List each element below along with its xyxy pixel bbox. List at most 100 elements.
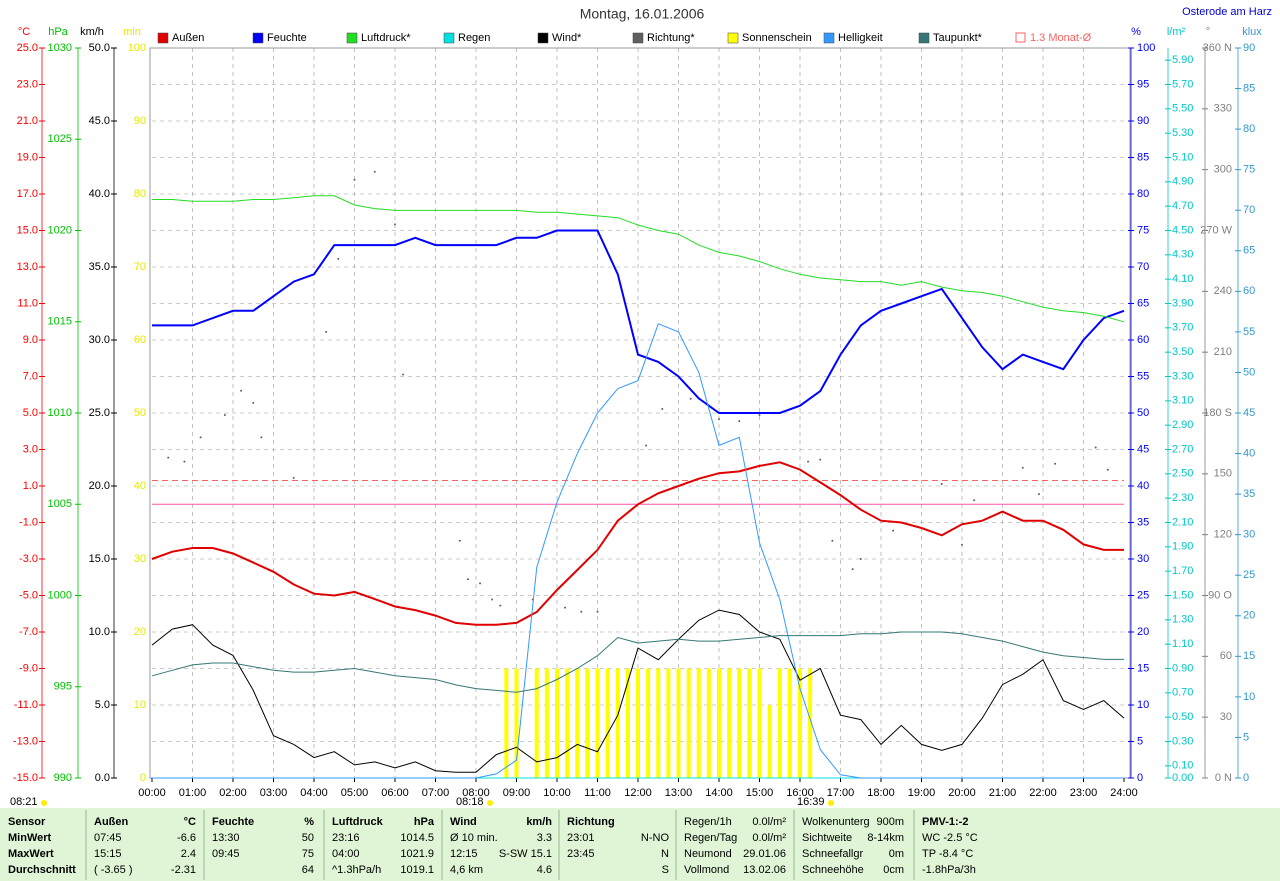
stats-cell: -1.8hPa/3h	[922, 864, 976, 876]
sunshine-bar	[656, 668, 661, 778]
y-tick-label: 30	[1243, 529, 1255, 541]
y-tick-label: 4.90	[1172, 176, 1193, 188]
sunshine-bar	[737, 668, 742, 778]
y-tick-label: 50.0	[89, 42, 110, 54]
y-tick-label: 40	[1243, 447, 1255, 459]
series-line	[152, 323, 1124, 779]
y-tick-label: 80	[1137, 188, 1149, 200]
y-tick-label: 25.0	[17, 42, 38, 54]
x-tick-label: 00:00	[138, 787, 166, 799]
location: Osterode am Harz	[1182, 6, 1272, 18]
x-tick-label: 22:00	[1029, 787, 1057, 799]
legend-swatch	[346, 32, 358, 44]
sunshine-bar	[706, 668, 711, 778]
y-tick-label: 10	[134, 699, 146, 711]
x-tick-label: 07:00	[422, 787, 450, 799]
y-tick-label: 2.70	[1172, 443, 1193, 455]
stats-cell: -6.6	[177, 832, 196, 844]
y-tick-label: 70	[1243, 204, 1255, 216]
stats-cell: %	[304, 816, 314, 828]
x-tick-label: 13:00	[665, 787, 693, 799]
direction-dot	[1021, 466, 1024, 469]
stats-cell: 23:45	[567, 848, 595, 860]
sunshine-bar	[534, 668, 539, 778]
y-tick-label: 1.0	[23, 480, 38, 492]
x-tick-label: 01:00	[179, 787, 207, 799]
y-tick-label: 25	[1137, 589, 1149, 601]
y-tick-label: 15	[1243, 650, 1255, 662]
stats-cell: Außen	[94, 816, 129, 828]
legend-swatch	[727, 32, 739, 44]
series-line	[151, 631, 1124, 693]
legend-swatch	[823, 32, 835, 44]
direction-dot	[479, 582, 482, 585]
x-tick-label: 18:00	[867, 787, 895, 799]
x-tick-label: 05:00	[341, 787, 369, 799]
stats-cell: 04:00	[332, 848, 360, 860]
legend-label: 1.3 Monat-Ø	[1030, 32, 1092, 44]
x-tick-label: 24:00	[1110, 787, 1138, 799]
x-tick-label: 15:00	[746, 787, 774, 799]
y-tick-label: -5.0	[19, 589, 38, 601]
sunshine-bar	[636, 668, 640, 778]
y-tick-label: -3.0	[19, 553, 38, 565]
y-tick-label: 55	[1137, 370, 1149, 382]
x-tick-label: 21:00	[989, 787, 1017, 799]
legend-swatch	[443, 32, 455, 44]
direction-dot	[260, 436, 263, 439]
stats-cell: Wolkenunterg	[802, 816, 870, 828]
y-tick-label: 7.0	[23, 370, 38, 382]
stats-cell: Richtung	[567, 816, 615, 828]
sun-marker-label: 08:18	[456, 796, 484, 808]
sunshine-bar	[787, 668, 792, 778]
direction-dot	[851, 568, 854, 571]
y-tick-label: 4.50	[1172, 224, 1193, 236]
y-tick-label: 15.0	[89, 553, 110, 565]
stats-cell: 07:45	[94, 832, 122, 844]
stats-cell: 13.02.06	[743, 864, 786, 876]
direction-dot	[738, 420, 741, 423]
stats-cell: ( -3.65 )	[94, 864, 133, 876]
axis-unit: %	[1131, 26, 1141, 38]
direction-dot	[892, 529, 895, 532]
y-tick-label: 90	[1137, 115, 1149, 127]
y-tick-label: 40	[1137, 480, 1149, 492]
stats-cell: 64	[302, 864, 314, 876]
stats-cell: 1014.5	[400, 832, 434, 844]
y-tick-label: 1030	[48, 42, 72, 54]
sunshine-bar	[575, 668, 580, 778]
direction-dot	[718, 418, 720, 421]
y-tick-label: 180 S	[1203, 407, 1232, 419]
x-tick-label: 03:00	[260, 787, 288, 799]
y-tick-label: 20	[1243, 610, 1255, 622]
y-tick-label: 5.50	[1172, 103, 1193, 115]
y-tick-label: 0.50	[1172, 711, 1193, 723]
y-tick-label: 95	[1137, 78, 1149, 90]
direction-dot	[831, 539, 834, 542]
stats-cell: 0.0l/m²	[752, 816, 786, 828]
stats-row-label: MaxWert	[8, 848, 54, 860]
x-tick-label: 09:00	[503, 787, 531, 799]
x-tick-label: 04:00	[300, 787, 328, 799]
direction-dot	[940, 482, 943, 485]
y-tick-label: 50	[134, 407, 146, 419]
y-tick-label: 60	[1243, 285, 1255, 297]
y-tick-label: 50	[1137, 407, 1149, 419]
y-tick-label: 1000	[48, 589, 72, 601]
y-tick-label: 150	[1214, 468, 1232, 480]
stats-cell: 1019.1	[400, 864, 434, 876]
sunshine-bar	[514, 668, 519, 778]
y-tick-label: 11.0	[17, 297, 38, 309]
axis-unit: °C	[18, 26, 30, 38]
legend-label: Sonnenschein	[742, 32, 812, 44]
y-tick-label: 1.10	[1172, 638, 1193, 650]
y-tick-label: 90	[134, 115, 146, 127]
stats-cell: Schneehöhe	[802, 864, 864, 876]
y-tick-label: 45.0	[89, 115, 110, 127]
y-tick-label: 1.50	[1172, 589, 1193, 601]
sun-marker-label: 08:21	[10, 796, 38, 808]
y-tick-label: 10	[1243, 691, 1255, 703]
sunshine-bar	[798, 668, 802, 778]
y-tick-label: 23.0	[17, 78, 38, 90]
